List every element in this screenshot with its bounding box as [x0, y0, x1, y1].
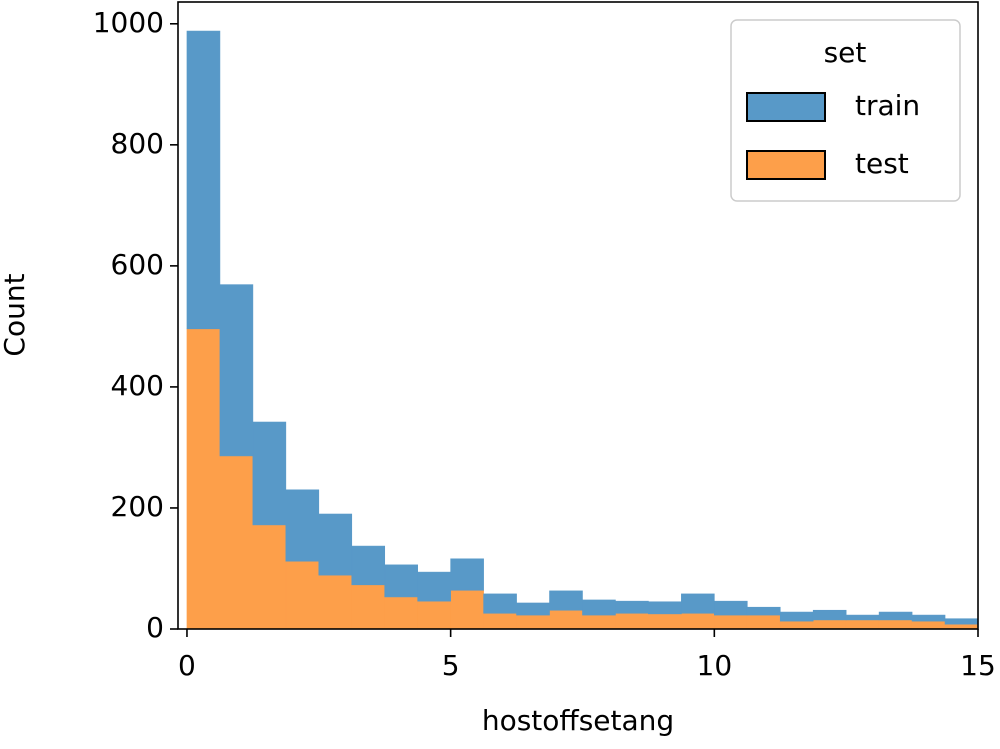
- bar: [351, 584, 386, 630]
- bar: [911, 614, 946, 622]
- bar: [252, 421, 287, 526]
- bar: [318, 574, 353, 630]
- bar: [878, 611, 913, 621]
- legend-label: train: [855, 89, 920, 122]
- bar: [582, 614, 616, 630]
- plot-area: [186, 30, 979, 630]
- bar: [648, 601, 682, 615]
- bar: [944, 618, 979, 625]
- legend-label: test: [855, 147, 909, 180]
- bar: [845, 614, 880, 621]
- y-tick-label: 1000: [93, 6, 164, 39]
- axes-frame: [177, 1, 979, 630]
- bar: [219, 284, 254, 457]
- legend-title: set: [824, 36, 867, 69]
- bar: [549, 590, 583, 611]
- x-tick-label: 10: [697, 649, 733, 682]
- bar: [516, 614, 550, 630]
- bar: [746, 606, 781, 616]
- bar: [812, 619, 847, 630]
- bar: [186, 328, 221, 630]
- x-axis-label: hostoffsetang: [482, 704, 674, 737]
- y-tick-label: 0: [146, 611, 164, 644]
- legend-items: train test: [746, 89, 920, 180]
- bar: [615, 600, 649, 614]
- y-axis-label: Count: [0, 273, 31, 356]
- bar: [483, 593, 517, 614]
- bar: [845, 619, 880, 630]
- bar: [779, 611, 814, 622]
- bar: [252, 524, 287, 630]
- bar: [911, 620, 946, 630]
- y-tick-label: 600: [111, 248, 164, 281]
- bar: [714, 614, 748, 630]
- bar: [681, 612, 715, 630]
- bar: [417, 600, 451, 630]
- bar: [450, 589, 484, 630]
- bar: [714, 600, 748, 616]
- bar: [384, 596, 418, 630]
- y-tick-label: 200: [111, 490, 164, 523]
- y-tick-label: 400: [111, 369, 164, 402]
- bar: [186, 30, 221, 330]
- bar: [746, 614, 781, 630]
- bar: [582, 599, 616, 616]
- bar: [483, 612, 517, 630]
- bar: [351, 545, 386, 586]
- x-tick-label: 15: [960, 649, 996, 682]
- bar: [285, 560, 320, 630]
- bar: [648, 613, 682, 630]
- bar: [878, 619, 913, 630]
- bar: [285, 489, 320, 562]
- bar: [615, 612, 649, 630]
- y-tick-label: 800: [111, 127, 164, 160]
- bar: [549, 609, 583, 630]
- legend-swatch: [746, 92, 826, 122]
- bar: [450, 558, 484, 591]
- x-tick-label: 5: [442, 649, 460, 682]
- x-tick-label: 0: [178, 649, 196, 682]
- bar: [516, 602, 550, 616]
- bar: [812, 609, 847, 621]
- bar: [318, 513, 353, 576]
- legend: set train test: [730, 19, 961, 202]
- bar: [417, 571, 451, 602]
- legend-swatch: [746, 150, 826, 180]
- bar: [384, 564, 418, 598]
- bar: [219, 455, 254, 630]
- bar: [681, 593, 715, 614]
- bar: [779, 620, 814, 630]
